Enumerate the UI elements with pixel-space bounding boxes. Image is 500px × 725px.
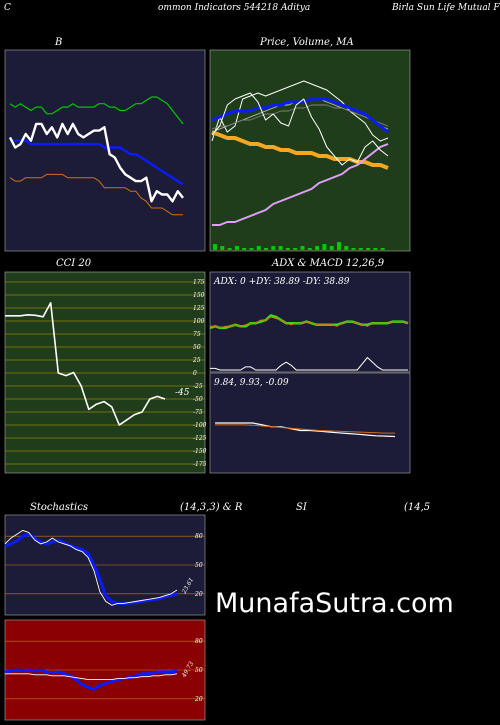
macd-chart: 9.84, 9.93, -0.09	[209, 372, 411, 474]
price-title: Price, Volume, MA	[260, 37, 354, 48]
volume-bar	[337, 242, 341, 250]
header-left-text: ommon Indicators 544218 Aditya	[158, 3, 311, 13]
volume-bar	[307, 248, 312, 250]
macd-values-label: 9.84, 9.93, -0.09	[214, 378, 289, 388]
cci-tick-label: 100	[193, 318, 205, 325]
cci-tick-label: 0	[193, 370, 197, 377]
adx-series-line	[210, 316, 409, 329]
cci-tick-label: 125	[193, 305, 205, 312]
price-series-line	[211, 130, 389, 170]
rsi-title: SI	[296, 502, 307, 513]
rsi-tick-label: 80	[195, 638, 203, 645]
adx-series-line	[210, 357, 408, 371]
volume-bar	[293, 248, 298, 250]
volume-bar	[213, 244, 217, 250]
volume-bar	[256, 246, 261, 250]
macd-series-line	[215, 422, 396, 438]
stoch-title: Stochastics	[30, 502, 88, 513]
price-series-line	[211, 104, 389, 130]
stoch-params: (14,3,3) & R	[180, 502, 243, 513]
volume-bar	[373, 248, 378, 250]
cci-tick-label: -25	[193, 383, 203, 390]
stochastics-series-line	[4, 532, 178, 605]
cci-tick-label: -75	[193, 409, 203, 416]
cci-tick-label: -50	[193, 396, 203, 403]
stochastics-tick-label: 20	[194, 591, 203, 598]
price-series-line	[212, 143, 389, 226]
cci-tick-label: 150	[193, 292, 205, 299]
bollinger-chart	[4, 49, 206, 252]
bollinger-series-line	[10, 139, 184, 186]
bollinger-title: B	[55, 37, 63, 48]
price-series-line	[211, 92, 389, 166]
header-right-text: Birla Sun Life Mutual F und	[392, 3, 500, 13]
volume-bar	[366, 248, 371, 250]
cci-title: CCI 20	[56, 258, 92, 269]
adx-chart: ADX: 0 +DY: 38.89 -DY: 38.89	[209, 271, 411, 373]
cci-tick-label: -100	[193, 422, 207, 429]
volume-bar	[358, 248, 363, 250]
stochastics-tick-label: 80	[195, 533, 203, 540]
stochastics-series-line	[4, 529, 178, 606]
bollinger-series-line	[9, 96, 184, 125]
cci-tick-label: 50	[193, 344, 201, 351]
macd-series-line	[215, 424, 395, 434]
cci-chart: 175 150 125 100 75 50 25 0 -25 -50 -75 -100 -125 -150…	[4, 271, 207, 474]
rsi-params: (14,5	[404, 502, 431, 513]
header-left-letter: C	[4, 3, 11, 13]
volume-bar	[227, 248, 232, 250]
volume-bar	[278, 246, 283, 250]
stochastics-tick-label: 50	[195, 562, 203, 569]
cci-tick-label: -150	[193, 448, 207, 455]
cci-tick-label: 75	[193, 331, 201, 338]
volume-bar	[322, 244, 327, 250]
volume-bar	[249, 248, 254, 250]
volume-bar	[242, 248, 247, 250]
cci-tick-label: 175	[193, 279, 205, 286]
rsi-series-line	[5, 673, 178, 681]
rsi-tick-label: 20	[194, 696, 203, 703]
cci-panel-bg	[4, 271, 206, 474]
volume-bar	[351, 248, 356, 250]
adx-title: ADX & MACD 12,26,9	[272, 258, 385, 269]
cci-tick-label: -175	[193, 461, 207, 468]
bollinger-series-line	[9, 173, 183, 216]
volume-bar	[300, 246, 305, 250]
watermark: MunafaSutra.com	[215, 588, 454, 619]
rsi-series-line	[4, 668, 178, 691]
cci-tick-label: 25	[192, 357, 201, 364]
volume-bar	[285, 248, 290, 250]
cci-last-label: -45	[175, 388, 190, 398]
volume-bar	[271, 246, 276, 250]
volume-bar	[380, 248, 385, 250]
rsi-tick-label: 50	[195, 667, 203, 674]
volume-bar	[329, 246, 334, 250]
volume-bar	[220, 246, 225, 250]
volume-bar	[344, 246, 349, 250]
adx-values-label: ADX: 0 +DY: 38.89 -DY: 38.89	[213, 277, 350, 287]
price-chart	[209, 49, 411, 252]
bollinger-series-line	[8, 122, 184, 203]
volume-bar	[264, 248, 268, 250]
price-series-line	[211, 80, 389, 142]
volume-bar	[234, 246, 239, 250]
cci-tick-label: -125	[193, 435, 207, 442]
cci-line	[5, 301, 166, 426]
volume-bar	[315, 246, 320, 250]
bollinger-panel-bg	[4, 49, 206, 252]
